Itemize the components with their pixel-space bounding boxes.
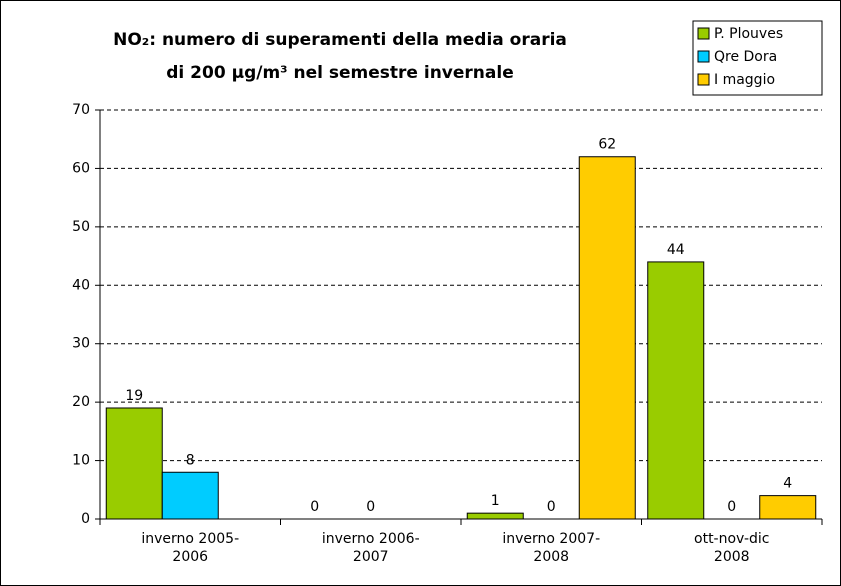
legend-label: I maggio — [714, 72, 775, 88]
x-tick-label: inverno 2007-2008 — [502, 531, 601, 565]
legend-swatch — [697, 50, 710, 63]
legend-label: Qre Dora — [714, 49, 777, 65]
data-label: 4 — [783, 476, 792, 492]
y-tick-label: 30 — [72, 336, 90, 352]
y-tick-label: 20 — [72, 394, 90, 410]
x-tick-label: inverno 2006-2007 — [321, 531, 420, 565]
y-tick-label: 10 — [72, 453, 90, 469]
y-tick-label: 60 — [72, 160, 90, 176]
bar — [578, 156, 636, 520]
x-tick-label: ott-nov-dic 2008 — [694, 531, 770, 565]
data-label: 44 — [667, 242, 685, 258]
bar — [161, 471, 219, 520]
bar — [466, 512, 524, 520]
y-tick-label: 70 — [72, 102, 90, 118]
legend-label: P. Plouves — [714, 26, 783, 42]
bar — [647, 261, 705, 520]
chart-title: NO₂: numero di superamenti della media o… — [113, 30, 567, 50]
x-tick-label: inverno 2005-2006 — [141, 531, 240, 565]
legend-swatch — [697, 27, 710, 40]
chart-title: di 200 µg/m³ nel semestre invernale — [166, 63, 514, 83]
legend-swatch — [697, 73, 710, 86]
data-label: 0 — [547, 499, 556, 515]
y-tick-label: 50 — [72, 219, 90, 235]
data-label: 0 — [310, 499, 319, 515]
data-label: 0 — [727, 499, 736, 515]
legend-box — [692, 20, 823, 96]
data-label: 62 — [598, 137, 616, 153]
data-label: 19 — [125, 388, 143, 404]
data-label: 0 — [366, 499, 375, 515]
data-label: 8 — [186, 452, 195, 468]
data-label: 1 — [491, 493, 500, 509]
bar — [759, 495, 817, 520]
y-tick-label: 40 — [72, 277, 90, 293]
bar — [105, 407, 163, 520]
y-tick-label: 0 — [81, 511, 90, 527]
